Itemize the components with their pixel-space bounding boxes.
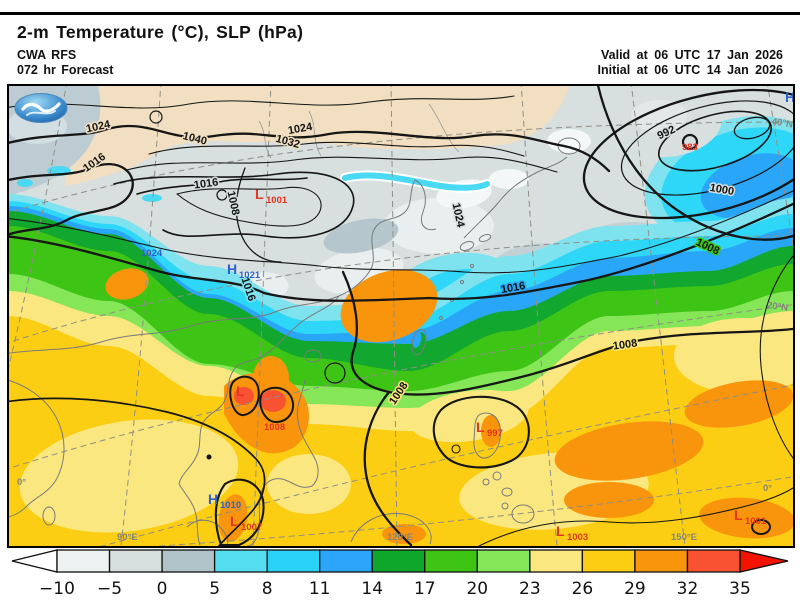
colorbar-segment xyxy=(371,549,426,573)
colorbar-segment xyxy=(161,549,216,573)
high-value: 1010 xyxy=(220,500,241,511)
high-marker: H xyxy=(208,491,218,507)
colorbar-tick-label: 20 xyxy=(466,579,488,599)
high-marker: H xyxy=(227,261,237,277)
grid-label: 40°N xyxy=(771,116,793,131)
low-marker: L xyxy=(236,383,245,399)
colorbar-tick-label: 32 xyxy=(677,579,699,599)
colorbar-tick-label: 29 xyxy=(624,579,646,599)
colorbar-segment xyxy=(266,549,321,573)
low-marker: L xyxy=(230,513,239,529)
grid-label: 150°E xyxy=(671,532,697,543)
low-value: 997 xyxy=(487,428,503,439)
graticule-labels: 40°N 20°N 0° 0° 90°E 120°E 150°E xyxy=(17,116,793,543)
colorbar-tick-label: −10 xyxy=(39,579,75,599)
low-value: 1007 xyxy=(241,522,262,533)
station-dot xyxy=(206,454,212,460)
slp-contours xyxy=(9,86,793,546)
temperature-fill-layer xyxy=(9,86,793,546)
initial-time: Initial at 06 UTC 14 Jan 2026 xyxy=(597,63,783,77)
colorbar-tick-label: −5 xyxy=(97,579,122,599)
colorbar-above-arrow xyxy=(739,549,789,573)
colorbar-segment xyxy=(634,549,689,573)
model-name: CWA RFS xyxy=(17,48,77,62)
low-marker: L xyxy=(255,186,264,202)
low-value: 1003 xyxy=(567,532,588,543)
colorbar-segment xyxy=(529,549,584,573)
colorbar-segment xyxy=(581,549,636,573)
grid-label: 0° xyxy=(763,483,772,494)
pressure-centre-labels: L 1001 L 997 L 1007 L 1003 L 1001 L 1008… xyxy=(141,89,793,543)
colorbar-tick-label: 14 xyxy=(361,579,383,599)
low-marker: L xyxy=(476,419,485,435)
colorbar-below-arrow xyxy=(11,549,58,573)
page-title: 2-m Temperature (°C), SLP (hPa) xyxy=(17,22,304,42)
graticule xyxy=(9,86,793,546)
contour-label: 1016 xyxy=(193,176,219,191)
low-marker: L xyxy=(734,507,743,523)
colorbar-tick-label: 17 xyxy=(414,579,436,599)
grid-label: 120°E xyxy=(387,532,413,543)
map-frame: 1024 1016 1040 1032 1024 1016 1008 1016 … xyxy=(7,84,795,548)
colorbar-segment xyxy=(56,549,111,573)
grid-label: 20°N xyxy=(766,300,789,314)
colorbar-tick-label: 23 xyxy=(519,579,541,599)
colorbar-segment xyxy=(476,549,531,573)
contour-label: 1008 xyxy=(612,337,638,352)
top-divider xyxy=(0,12,800,15)
low-marker: L xyxy=(556,523,565,539)
colorbar-segment xyxy=(108,549,163,573)
colorbar-tick-label: 5 xyxy=(209,579,220,599)
low-value: 1008 xyxy=(264,422,285,433)
low-centre-value: 983 xyxy=(682,142,698,153)
high-value: 1021 xyxy=(239,270,261,281)
colorbar-segment xyxy=(319,549,373,573)
valid-time: Valid at 06 UTC 17 Jan 2026 xyxy=(601,48,783,62)
cwa-logo xyxy=(14,93,68,123)
colorbar-segment xyxy=(213,549,268,573)
colorbar-segment xyxy=(424,549,478,573)
weather-map: 1024 1016 1040 1032 1024 1016 1008 1016 … xyxy=(9,86,793,546)
high-marker: H xyxy=(785,89,793,105)
colorbar-tick-label: 11 xyxy=(309,579,331,599)
high-area-value: 1024 xyxy=(141,248,163,259)
colorbar-tick-label: 35 xyxy=(729,579,751,599)
forecast-hour: 072 hr Forecast xyxy=(17,63,114,77)
grid-label: 90°E xyxy=(117,532,138,543)
colorbar-svg: −10 −5 0 5 8 11 14 17 20 23 26 29 32 35 xyxy=(11,549,789,599)
low-value: 1001 xyxy=(745,516,767,527)
coastlines xyxy=(9,103,581,546)
colorbar-tick-label: 8 xyxy=(262,579,273,599)
colorbar-tick-label: 0 xyxy=(157,579,168,599)
colorbar-segment xyxy=(686,549,741,573)
contour-label: 1000 xyxy=(709,182,735,198)
grid-label: 0° xyxy=(17,477,26,488)
contour-label: 1016 xyxy=(500,280,526,296)
low-value: 1001 xyxy=(266,195,288,206)
colorbar: −10 −5 0 5 8 11 14 17 20 23 26 29 32 35 xyxy=(0,546,800,600)
colorbar-tick-label: 26 xyxy=(572,579,594,599)
